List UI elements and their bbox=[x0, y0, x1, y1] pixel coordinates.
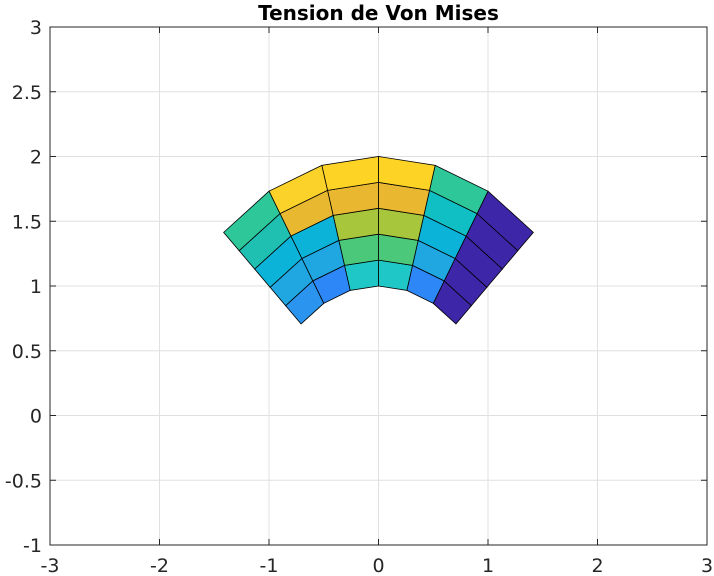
chart-title: Tension de Von Mises bbox=[258, 1, 499, 25]
mesh-cells bbox=[223, 156, 534, 325]
y-tick-labels: -1 -0.5 0 0.5 1 1.5 2 2.5 3 bbox=[5, 17, 42, 557]
y-tick-label: 1 bbox=[30, 276, 42, 298]
y-tick-label: 2.5 bbox=[12, 82, 42, 104]
y-tick-label: 3 bbox=[30, 17, 42, 39]
x-tick-label: -2 bbox=[150, 555, 169, 576]
x-tick-label: -3 bbox=[41, 555, 60, 576]
y-tick-label: 2 bbox=[30, 147, 42, 169]
y-tick-label: 0 bbox=[30, 406, 42, 428]
mesh-cell bbox=[223, 190, 281, 252]
x-tick-label: 0 bbox=[372, 555, 384, 576]
tick-marks bbox=[49, 26, 708, 546]
x-tick-labels: -3 -2 -1 0 1 2 3 bbox=[41, 555, 714, 576]
y-tick-label: 0.5 bbox=[12, 341, 42, 363]
y-tick-label: 1.5 bbox=[12, 211, 42, 233]
x-tick-label: 1 bbox=[482, 555, 494, 576]
x-tick-label: -1 bbox=[260, 555, 279, 576]
y-tick-label: -1 bbox=[23, 535, 42, 557]
x-tick-label: 2 bbox=[591, 555, 603, 576]
y-tick-label: -0.5 bbox=[5, 470, 42, 492]
x-tick-label: 3 bbox=[701, 555, 713, 576]
